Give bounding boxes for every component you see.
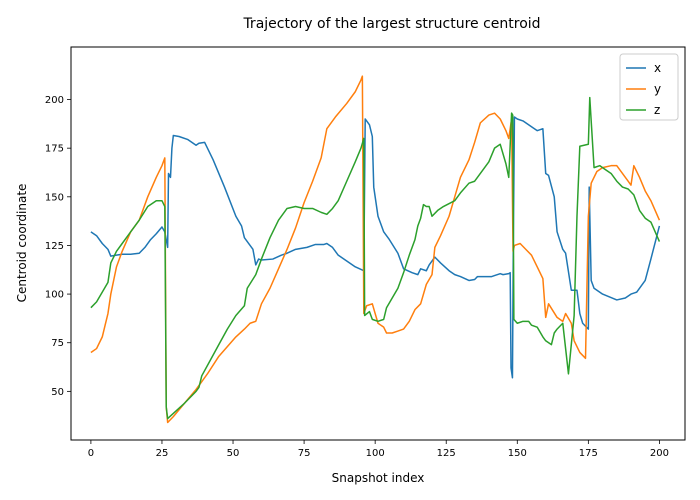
legend-label-x: x (654, 61, 661, 75)
x-tick-label: 0 (88, 448, 94, 459)
x-axis-label: Snapshot index (332, 471, 425, 485)
y-tick-label: 50 (51, 387, 64, 398)
y-axis-label: Centroid coordinate (15, 184, 29, 303)
x-tick-label: 175 (579, 448, 598, 459)
chart-title: Trajectory of the largest structure cent… (242, 16, 540, 32)
y-tick-label: 125 (45, 241, 64, 252)
legend-box (619, 53, 679, 121)
y-tick-label: 150 (45, 192, 64, 203)
legend-label-z: z (654, 103, 660, 117)
x-tick-label: 125 (437, 448, 456, 459)
y-tick-label: 200 (45, 95, 64, 106)
x-tick-label: 150 (508, 448, 527, 459)
legend-label-y: y (654, 82, 661, 96)
x-tick-label: 100 (366, 448, 385, 459)
x-tick-label: 50 (227, 448, 240, 459)
series-line-y (90, 75, 661, 424)
legend: xyz (619, 53, 679, 121)
plot-frame (70, 46, 686, 441)
x-tick-label: 25 (156, 448, 169, 459)
x-tick-label: 200 (650, 448, 669, 459)
y-tick-label: 75 (51, 338, 64, 349)
series-line-z (90, 96, 661, 420)
x-tick-label: 75 (298, 448, 311, 459)
y-tick-label: 175 (45, 144, 64, 155)
series-line-x (90, 116, 661, 379)
y-tick-label: 100 (45, 290, 64, 301)
axis-ticks: 0 25 50 75 100 125 150 175 200 50 75 100 125 150 175 20… (45, 95, 669, 459)
series-lines (90, 75, 661, 424)
